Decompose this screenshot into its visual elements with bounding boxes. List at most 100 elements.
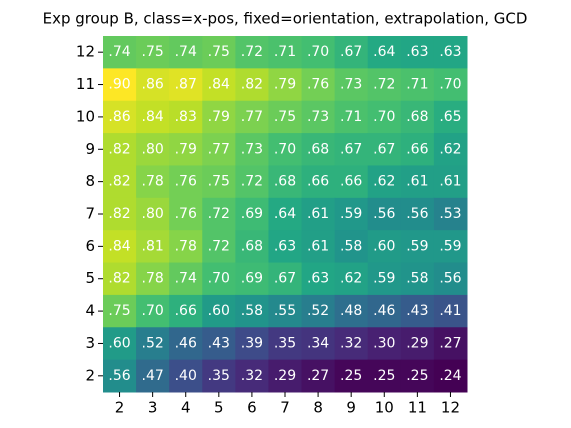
- y-tick-label: 5: [85, 269, 95, 287]
- cell-label: .71: [274, 44, 296, 60]
- x-tick-label: 11: [408, 399, 427, 417]
- heatmap-cell: [367, 68, 402, 102]
- cell-label: .90: [108, 77, 130, 93]
- cell-label: .66: [307, 174, 329, 190]
- heatmap-cell: [136, 100, 170, 134]
- heatmap-cell: [169, 294, 203, 328]
- cell-label: .64: [373, 44, 395, 60]
- heatmap-cell: [334, 262, 369, 296]
- heatmap-cell: [400, 294, 435, 328]
- heatmap-cell: [367, 294, 402, 328]
- heatmap-cell: [202, 230, 236, 264]
- cell-label: .35: [274, 335, 296, 351]
- cell-label: .27: [439, 335, 461, 351]
- y-tick-label: 9: [85, 140, 95, 158]
- heatmap-cell: [400, 68, 435, 102]
- cell-label: .67: [373, 141, 395, 157]
- cell-label: .58: [241, 303, 263, 319]
- heatmap-cell: [268, 230, 303, 264]
- y-tick-label: 6: [85, 237, 95, 255]
- x-tick-label: 7: [280, 399, 290, 417]
- heatmap-cell: [433, 133, 468, 166]
- cell-label: .71: [406, 77, 428, 93]
- heatmap-cell: [433, 262, 468, 296]
- cell-label: .68: [406, 109, 428, 125]
- cell-label: .78: [175, 238, 197, 254]
- cell-label: .63: [307, 271, 329, 287]
- cell-label: .29: [406, 335, 428, 351]
- cell-label: .32: [340, 335, 362, 351]
- cell-label: .25: [406, 368, 428, 384]
- cell-label: .86: [108, 109, 130, 125]
- heatmap-cell: [334, 133, 369, 166]
- cell-label: .77: [241, 109, 263, 125]
- y-tick-label: 4: [85, 302, 95, 320]
- cell-label: .82: [108, 141, 130, 157]
- heatmap-cell: [400, 197, 435, 231]
- heatmap-cell: [103, 262, 137, 296]
- heatmap-cell: [268, 327, 303, 361]
- heatmap-cell: [235, 262, 269, 296]
- heatmap-cell: [202, 165, 236, 199]
- heatmap-cell: [235, 133, 269, 166]
- cell-label: .75: [142, 44, 164, 60]
- heatmap-cell: [202, 197, 236, 231]
- y-tick-label: 3: [85, 334, 95, 352]
- cell-label: .65: [439, 109, 461, 125]
- heatmap-cell: [103, 36, 137, 69]
- heatmap-cell: [169, 197, 203, 231]
- heatmap-cell: [103, 327, 137, 361]
- heatmap-cell: [367, 197, 402, 231]
- heatmap-cell: [301, 36, 336, 69]
- heatmap-cell: [169, 36, 203, 69]
- heatmap-cell: [301, 197, 336, 231]
- cell-label: .58: [406, 271, 428, 287]
- cell-label: .70: [274, 141, 296, 157]
- heatmap-cell: [235, 100, 269, 134]
- cell-label: .69: [241, 206, 263, 222]
- cell-label: .76: [175, 174, 197, 190]
- heatmap-cell: [334, 36, 369, 69]
- y-tick-label: 8: [85, 172, 95, 190]
- cell-label: .34: [307, 335, 329, 351]
- heatmap-cell: [268, 36, 303, 69]
- x-tick-label: 4: [181, 399, 191, 417]
- cell-label: .72: [208, 206, 230, 222]
- cell-label: .75: [274, 109, 296, 125]
- heatmap-cell: [136, 327, 170, 361]
- heatmap-cell: [367, 36, 402, 69]
- cell-label: .81: [142, 238, 164, 254]
- x-tick-label: 3: [148, 399, 158, 417]
- cell-label: .46: [175, 335, 197, 351]
- heatmap-cell: [136, 133, 170, 166]
- cell-label: .69: [241, 271, 263, 287]
- heatmap-cell: [103, 294, 137, 328]
- heatmap-cell: [301, 230, 336, 264]
- cell-label: .70: [439, 77, 461, 93]
- heatmap-cell: [367, 327, 402, 361]
- heatmap-cell: [400, 359, 435, 393]
- cell-label: .47: [142, 368, 164, 384]
- heatmap-cell: [367, 100, 402, 134]
- cell-label: .79: [175, 141, 197, 157]
- heatmap-cell: [235, 327, 269, 361]
- cell-label: .59: [373, 271, 395, 287]
- cell-label: .72: [241, 44, 263, 60]
- cell-label: .30: [373, 335, 395, 351]
- heatmap-cell: [301, 262, 336, 296]
- cell-label: .25: [373, 368, 395, 384]
- cell-label: .60: [208, 303, 230, 319]
- cell-label: .40: [175, 368, 197, 384]
- heatmap-cell: [103, 230, 137, 264]
- cell-label: .79: [274, 77, 296, 93]
- y-tick-label: 10: [76, 107, 95, 125]
- cell-label: .80: [142, 141, 164, 157]
- heatmap-cell: [400, 165, 435, 199]
- heatmap-cell: [268, 165, 303, 199]
- x-tick-label: 6: [247, 399, 257, 417]
- heatmap-cell: [136, 68, 170, 102]
- heatmap-cell: [334, 359, 369, 393]
- heatmap-cell: [103, 133, 137, 166]
- cell-label: .63: [439, 44, 461, 60]
- cell-label: .56: [373, 206, 395, 222]
